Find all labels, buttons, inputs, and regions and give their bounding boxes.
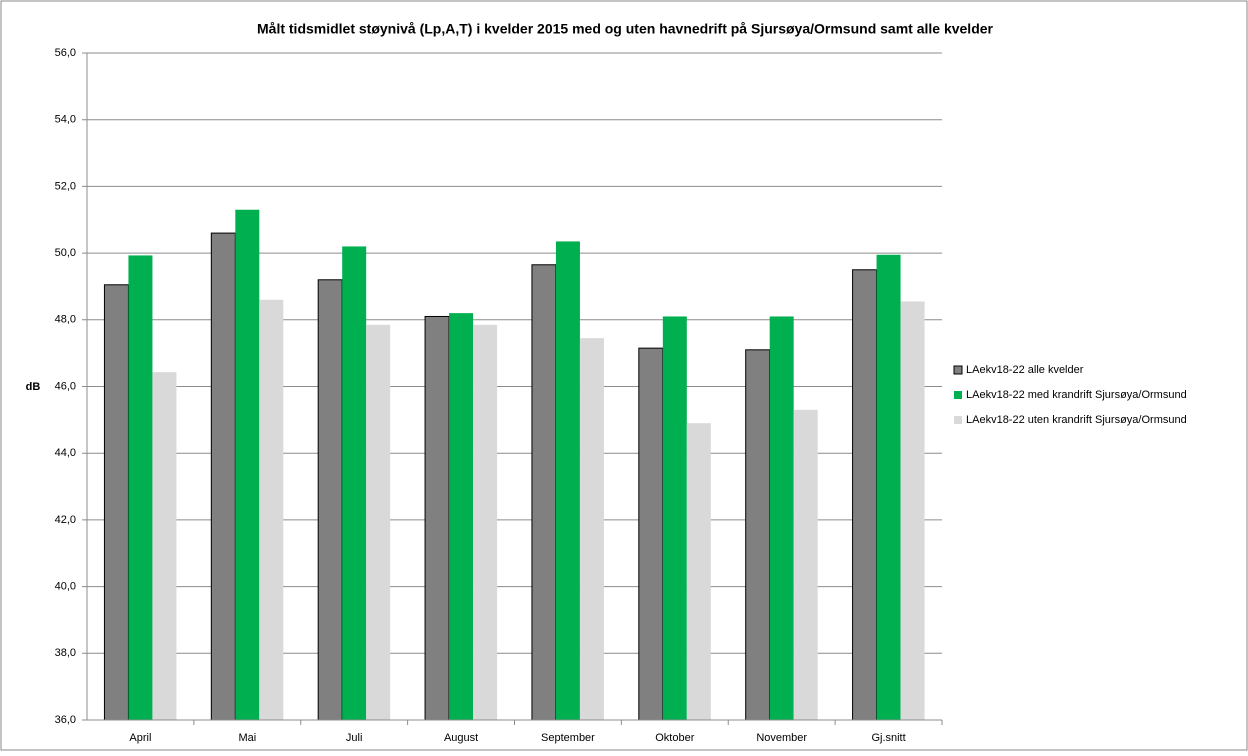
bar xyxy=(210,232,236,721)
x-tick-label: August xyxy=(444,732,478,744)
bar xyxy=(473,324,498,720)
legend-swatch xyxy=(953,365,963,375)
bar xyxy=(259,299,284,720)
bar xyxy=(424,315,450,721)
bar xyxy=(152,372,177,720)
bar xyxy=(686,423,711,720)
bar xyxy=(342,246,367,720)
legend-label: LAekv18-22 uten krandrift Sjursøya/Ormsu… xyxy=(966,414,1187,426)
legend-label: LAekv18-22 alle kvelder xyxy=(966,364,1084,376)
chart-title: Målt tidsmidlet støynivå (Lp,A,T) i kvel… xyxy=(257,21,994,37)
bar xyxy=(128,255,153,720)
legend-swatch xyxy=(954,391,962,399)
bar xyxy=(555,241,580,721)
y-tick-label: 48,0 xyxy=(55,314,76,326)
x-tick-label: September xyxy=(541,732,595,744)
x-tick-label: April xyxy=(129,732,151,744)
legend-label: LAekv18-22 med krandrift Sjursøya/Ormsun… xyxy=(966,389,1187,401)
bar xyxy=(235,209,260,720)
y-tick-label: 56,0 xyxy=(55,47,76,59)
y-tick-label: 50,0 xyxy=(55,247,76,259)
bar xyxy=(745,349,771,721)
bar xyxy=(852,269,878,721)
y-tick-label: 46,0 xyxy=(55,380,76,392)
y-axis-label: dB xyxy=(26,381,41,393)
x-tick-label: Oktober xyxy=(655,732,694,744)
x-tick-label: November xyxy=(756,732,807,744)
x-tick-label: Mai xyxy=(238,732,256,744)
y-tick-label: 38,0 xyxy=(55,647,76,659)
bar xyxy=(103,284,129,721)
y-tick-label: 36,0 xyxy=(55,714,76,726)
x-tick-label: Juli xyxy=(346,732,363,744)
bar xyxy=(449,313,474,720)
bar xyxy=(531,264,557,721)
y-tick-label: 42,0 xyxy=(55,514,76,526)
bar xyxy=(662,316,687,720)
bar xyxy=(579,338,604,720)
bar xyxy=(769,316,794,720)
bar xyxy=(638,347,664,721)
legend-swatch xyxy=(954,416,962,424)
y-tick-label: 54,0 xyxy=(55,114,76,126)
y-tick-label: 52,0 xyxy=(55,180,76,192)
bar xyxy=(317,279,343,721)
bar xyxy=(793,409,818,720)
x-tick-label: Gj.snitt xyxy=(871,732,905,744)
bar xyxy=(876,254,901,720)
y-tick-label: 44,0 xyxy=(55,447,76,459)
bar xyxy=(900,301,925,720)
y-tick-label: 40,0 xyxy=(55,581,76,593)
bar xyxy=(366,324,391,720)
